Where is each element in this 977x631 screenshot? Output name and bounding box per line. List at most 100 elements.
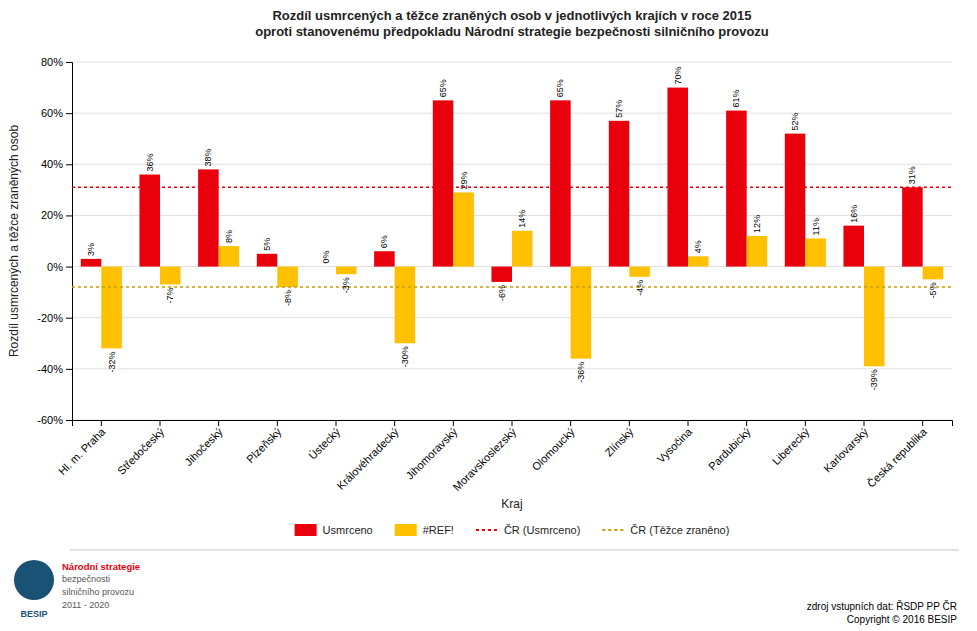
legend: Usmrceno#REF!ČR (Usmrceno)ČR (Těžce zran… [295, 524, 730, 536]
bar [101, 267, 122, 349]
bar [843, 226, 864, 267]
bar [550, 100, 571, 266]
data-label: -3% [341, 277, 351, 293]
data-label: 57% [614, 100, 624, 118]
x-tick-mark [746, 420, 747, 426]
x-tick-label: Pardubický [706, 425, 753, 472]
y-tick: 20% [41, 209, 72, 221]
bar [688, 256, 709, 266]
source-text: zdroj vstupních dat: ŘSDP PP ČRCopyright… [807, 600, 958, 625]
bar [257, 254, 278, 267]
x-tick-label: Vysočina [654, 425, 694, 465]
x-tick-label: Karlovarský [821, 425, 870, 474]
y-tick-mark [66, 113, 72, 114]
legend-swatch [602, 529, 624, 531]
x-tick-label: Plzeňský [244, 425, 284, 465]
data-label: 8% [224, 230, 234, 243]
data-label: 5% [262, 238, 272, 251]
bar [433, 100, 454, 266]
data-label: -30% [400, 346, 410, 367]
bar [902, 187, 923, 266]
reference-line [72, 187, 952, 189]
data-label: 65% [555, 79, 565, 97]
logo-caption: silničního provozu [62, 587, 134, 597]
x-tick-label: Česká republika [865, 425, 930, 490]
x-tick-label: Jihočeský [182, 425, 225, 468]
data-label: -6% [497, 285, 507, 301]
grid-line [72, 113, 952, 114]
y-tick-mark [66, 369, 72, 370]
bar [923, 267, 944, 280]
x-axis-title: Kraj [501, 497, 522, 511]
y-tick-mark [66, 420, 72, 421]
y-tick-label: -40% [37, 363, 63, 375]
legend-item: ČR (Usmrceno) [476, 524, 580, 536]
x-tick-label: Liberecký [770, 425, 812, 467]
data-label: 14% [517, 210, 527, 228]
y-tick-label: 0% [47, 261, 63, 273]
data-label: -5% [928, 282, 938, 298]
x-tick: Pardubický [706, 420, 753, 472]
data-label: -8% [283, 290, 293, 306]
x-tick-mark [101, 420, 102, 426]
y-tick-mark [66, 318, 72, 319]
annotations: zdroj vstupních dat: ŘSDP PP ČRCopyright… [14, 560, 957, 625]
x-tick: Olomoucký [529, 420, 577, 473]
data-label: -32% [107, 351, 117, 372]
logo-caption: 2011 - 2020 [62, 600, 109, 610]
legend-item: Usmrceno [295, 524, 373, 536]
chart: Rozdíl usmrcených a těžce zraněných osob… [0, 0, 977, 631]
grid-line [72, 317, 952, 318]
bar [629, 267, 650, 277]
y-tick-mark [66, 215, 72, 216]
x-tick-label: Ústecký [306, 425, 342, 461]
title: Rozdíl usmrcených a těžce zraněných osob… [255, 8, 769, 39]
data-label: 6% [379, 235, 389, 248]
x-tick: Liberecký [770, 420, 812, 467]
data-label: 31% [907, 166, 917, 184]
data-labels: 3%36%38%5%0%6%65%-6%65%57%70%61%52%16%31… [86, 67, 938, 391]
logo-circle [14, 560, 54, 600]
x-tick-mark [864, 420, 865, 426]
logo-text: BESIP [20, 609, 47, 619]
bar [864, 267, 885, 367]
x-tick: Hl. m. Praha [56, 420, 108, 477]
data-label: 70% [673, 67, 683, 85]
data-label: 3% [86, 243, 96, 256]
grid-line [72, 368, 952, 369]
y-tick: 80% [41, 56, 72, 68]
data-label: 4% [693, 240, 703, 253]
bar-series [101, 192, 943, 366]
y-tick-mark [66, 62, 72, 63]
y-tick-label: 40% [41, 158, 63, 170]
x-axis: Hl. m. PrahaStředočeský Jihočeský Plzeňský… [56, 420, 953, 493]
y-tick: 40% [41, 158, 72, 170]
y-tick: 0% [47, 261, 72, 273]
separator [70, 550, 959, 551]
legend-label: ČR (Usmrceno) [504, 524, 580, 536]
x-tick-mark [805, 420, 806, 426]
bar [805, 238, 826, 266]
x-tick: Zlínský [602, 420, 635, 459]
data-label: -36% [576, 362, 586, 383]
x-tick: Česká republika [865, 420, 930, 490]
x-tick: Středočeský [115, 420, 167, 477]
grid-line [72, 62, 952, 63]
x-tick-mark [277, 420, 278, 426]
data-label: 52% [790, 113, 800, 131]
x-tick-label: Hl. m. Praha [56, 425, 108, 477]
bar [81, 259, 102, 267]
data-label: -39% [869, 369, 879, 390]
logo-caption: bezpečnosti [62, 574, 110, 584]
legend-label: ČR (Těžce zraněno) [630, 524, 729, 536]
bar [512, 231, 533, 267]
y-tick: -60% [37, 414, 72, 426]
x-tick-mark [218, 420, 219, 426]
x-tick: Karlovarský [821, 420, 870, 475]
x-tick: Královéhradecký [334, 420, 401, 492]
bar [726, 111, 747, 267]
bar-series [81, 88, 923, 282]
x-tick-label: Moravskoslezský [451, 425, 519, 493]
y-tick-label: 20% [41, 209, 63, 221]
x-tick: Plzeňský [244, 420, 284, 465]
